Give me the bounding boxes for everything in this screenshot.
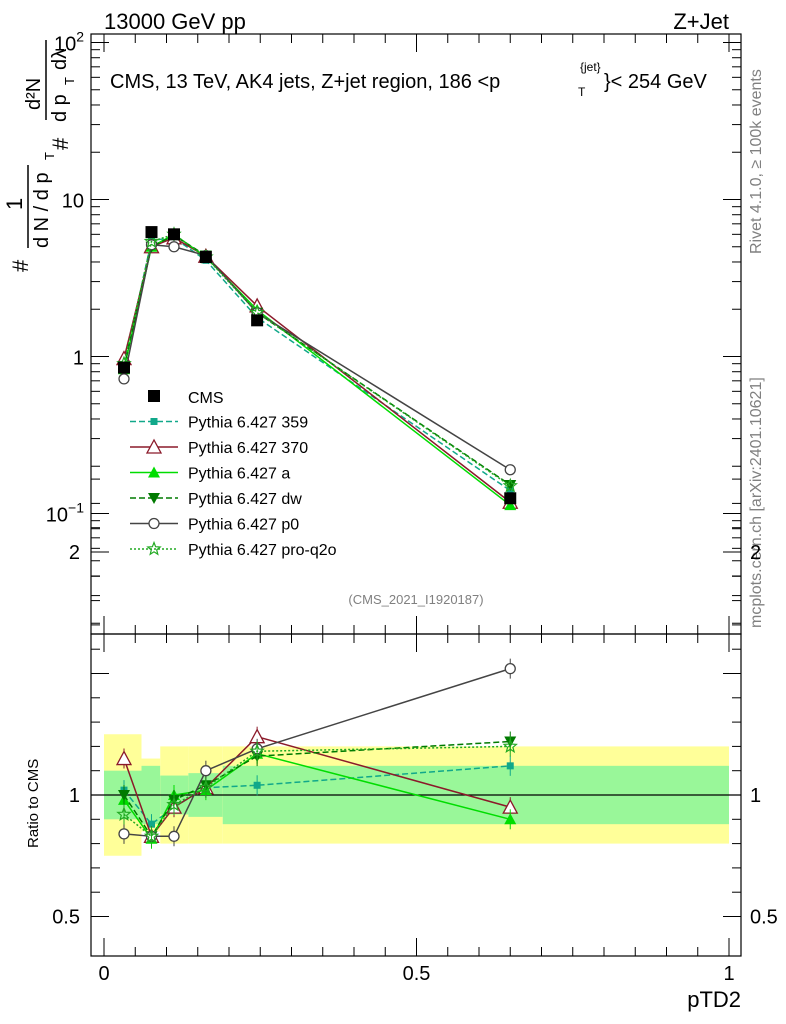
ratio-2-point-5 (504, 813, 517, 825)
legend-marker-4 (148, 517, 160, 530)
analysis-id: (CMS_2021_I1920187) (348, 592, 483, 607)
ratio-3-point-0 (118, 790, 130, 801)
legend-marker-3 (148, 493, 160, 504)
series-4-point-5 (504, 464, 516, 476)
ylabel-t2: T (62, 77, 77, 85)
legend-marker-cms (148, 390, 160, 402)
xtick-label-0: 0 (98, 963, 109, 985)
title-sup: {jet} (580, 60, 601, 74)
ylabel-dn: d N / d p (31, 172, 53, 248)
series-5-point-1 (143, 233, 160, 249)
xlabel: pTD2 (687, 987, 741, 1012)
legend-label-4: Pythia 6.427 p0 (188, 517, 299, 534)
ratio-0-point-4 (253, 781, 261, 789)
ratio-4-point-2 (168, 830, 180, 842)
ylabel-dl: dλ (49, 49, 71, 70)
series-line-3 (123, 234, 511, 486)
legend-marker-2 (148, 466, 160, 478)
ratio-line-5 (123, 745, 511, 838)
ratio-line-3 (123, 740, 511, 838)
ratio-4-point-0 (118, 828, 130, 840)
legend-marker-5 (146, 540, 162, 556)
ratio-0-point-1 (148, 820, 155, 828)
xtick-label-1: 0.5 (403, 963, 431, 985)
cms-point-5 (504, 492, 517, 505)
ylabel-hash: # (8, 259, 33, 272)
main-panel: 0 0.5 1 10−1 1 10 102 (46, 29, 742, 985)
ytick-main-label-2: 10 (62, 191, 84, 213)
series-line-1 (123, 236, 511, 503)
ratio-0-point-5 (506, 762, 514, 770)
rivet-label: Rivet 4.1.0, ≥ 100k events (748, 69, 765, 254)
series-line-5 (123, 233, 511, 487)
series-4-point-2 (168, 241, 180, 253)
xtick-label-2: 1 (723, 963, 734, 985)
ratio-5-point-4 (249, 743, 265, 758)
ytick-main-label-3: 102 (54, 29, 84, 56)
ratio-5-point-0 (116, 806, 132, 822)
ylabel-d2n: d²N (23, 78, 45, 110)
ratio-1-point-0 (115, 750, 133, 766)
mcplots-url: mcplots.cern.ch [arXiv:2401.10621] (748, 377, 765, 628)
legend-label-0: Pythia 6.427 359 (188, 415, 308, 432)
ratio-ylabel: Ratio to CMS (25, 759, 42, 848)
ratio-5-point-2 (166, 796, 182, 812)
title-suffix: }< 254 GeV (604, 71, 708, 93)
ratio-5-point-3 (198, 779, 214, 795)
cms-point-0 (118, 361, 130, 374)
legend-marker-0 (150, 418, 158, 425)
ytick-ratio-label-left-0: 0.5 (52, 907, 80, 929)
cms-point-3 (199, 251, 212, 264)
ratio-4-point-3 (200, 765, 212, 777)
ytick-ratio-label-right-1: 1 (750, 785, 761, 807)
title-prefix: CMS, 13 TeV, AK4 jets, Z+jet region, 186… (110, 71, 500, 93)
plot-title: CMS, 13 TeV, AK4 jets, Z+jet region, 186… (110, 60, 708, 99)
ylabel-hash2: # (48, 137, 73, 150)
legend-label-1: Pythia 6.427 370 (188, 440, 308, 457)
series-2-point-5 (504, 499, 517, 511)
legend-label-cms: CMS (188, 390, 224, 407)
ratio-line-1 (123, 735, 511, 838)
legend-marker-1 (145, 438, 163, 454)
series-line-4 (123, 243, 511, 471)
series-5-point-5 (502, 477, 518, 493)
ratio-5-point-5 (502, 738, 518, 754)
ytick-main-label-1: 1 (73, 348, 84, 370)
ytick-ratio-label-right-2: 2 (750, 542, 761, 564)
ratio-panel: 0.5 0.5 1 1 2 2 (52, 478, 778, 957)
header-right: Z+Jet (673, 9, 729, 34)
ytick-ratio-label-right-0: 0.5 (750, 907, 778, 929)
cms-point-4 (251, 314, 264, 327)
series-line-2 (123, 233, 511, 506)
ylabel-t1: T (42, 152, 57, 160)
legend-label-3: Pythia 6.427 dw (188, 491, 302, 508)
ylabel-one: 1 (2, 198, 27, 210)
cms-point-2 (168, 228, 180, 241)
ytick-ratio-label-left-1: 1 (69, 785, 80, 807)
series-4-point-0 (118, 373, 130, 385)
series-3-point-5 (504, 479, 517, 491)
ytick-main-label-0: 10−1 (46, 500, 84, 527)
ratio-5-point-1 (143, 828, 160, 843)
header-left: 13000 GeV pp (104, 9, 246, 34)
cms-point-1 (145, 226, 158, 239)
main-ylabel: # 1 d N / d p T # d²N d p T dλ (2, 40, 77, 272)
legend-label-5: Pythia 6.427 pro-q2o (188, 542, 337, 559)
ytick-ratio-label-left-2: 2 (69, 542, 80, 564)
legend: CMS Pythia 6.427 359 Pythia 6.427 370 Pythi… (130, 390, 337, 559)
series-line-0 (123, 237, 511, 492)
title-sub: T (578, 85, 586, 99)
ylabel-dp: d p (49, 94, 71, 122)
legend-label-2: Pythia 6.427 a (188, 466, 290, 483)
ratio-4-point-5 (504, 662, 516, 675)
